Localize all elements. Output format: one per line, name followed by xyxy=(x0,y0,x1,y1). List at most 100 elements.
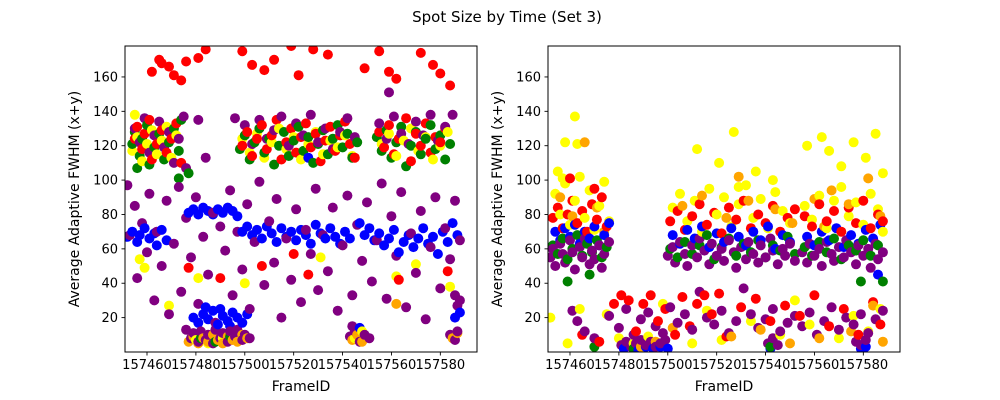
data-point-purple xyxy=(264,216,275,227)
data-point-blue xyxy=(242,221,253,232)
data-point-blue xyxy=(344,233,355,244)
data-point-purple xyxy=(200,152,211,163)
data-point-red xyxy=(731,214,742,225)
data-point-yellow xyxy=(836,161,847,172)
data-point-purple xyxy=(242,199,253,210)
data-point-purple xyxy=(741,254,751,265)
data-point-purple xyxy=(452,326,463,337)
data-point-purple xyxy=(347,290,358,301)
data-point-red xyxy=(242,127,253,137)
data-point-purple xyxy=(173,182,184,192)
data-point-green xyxy=(584,269,595,280)
data-point-red xyxy=(256,120,267,131)
data-point-red xyxy=(256,261,267,271)
data-point-red xyxy=(181,56,192,67)
data-point-purple xyxy=(154,116,165,127)
y-axis-label: Average Adaptive FWHM (x+y) xyxy=(490,91,506,308)
data-point-purple xyxy=(381,293,392,304)
data-point-purple xyxy=(244,333,255,344)
data-point-purple xyxy=(604,237,615,247)
data-point-purple xyxy=(271,194,282,204)
data-point-blue xyxy=(276,223,287,234)
data-point-purple xyxy=(313,285,324,296)
data-point-purple xyxy=(687,324,698,335)
data-point-red xyxy=(391,73,402,84)
data-point-purple xyxy=(388,111,399,122)
y-tick-label: 140 xyxy=(93,105,118,120)
data-point-red xyxy=(200,46,211,55)
axes-frame xyxy=(547,45,901,353)
x-axis-label: FrameID xyxy=(272,379,331,395)
data-point-yellow xyxy=(569,195,580,206)
data-point-yellow xyxy=(719,192,729,203)
data-point-red xyxy=(308,46,319,55)
data-point-red xyxy=(765,316,776,327)
data-point-purple xyxy=(863,328,874,339)
data-point-purple xyxy=(161,195,172,206)
data-point-blue xyxy=(212,319,223,330)
data-point-purple xyxy=(579,326,590,337)
data-point-red xyxy=(176,75,187,86)
data-point-red xyxy=(616,290,627,301)
data-point-purple xyxy=(716,305,727,316)
data-point-yellow xyxy=(860,152,871,163)
data-point-yellow xyxy=(741,180,751,191)
data-point-yellow xyxy=(833,333,844,344)
data-point-red xyxy=(401,113,412,124)
data-point-red xyxy=(288,249,299,259)
y-axis-label: Average Adaptive FWHM (x+y) xyxy=(67,91,83,308)
data-point-purple xyxy=(215,221,226,232)
y-tick-label: 120 xyxy=(93,139,118,154)
data-point-green xyxy=(855,276,866,287)
data-point-yellow xyxy=(865,188,876,199)
data-point-red xyxy=(435,137,446,148)
data-point-red xyxy=(183,262,194,273)
data-point-blue xyxy=(271,237,282,247)
data-point-orange xyxy=(567,211,578,222)
data-point-purple xyxy=(430,192,441,203)
data-point-red xyxy=(259,65,270,76)
data-point-purple xyxy=(129,200,140,211)
data-point-green xyxy=(445,139,456,149)
y-tick-label: 40 xyxy=(101,277,118,292)
data-point-purple xyxy=(190,192,201,203)
data-point-purple xyxy=(440,223,451,234)
data-point-purple xyxy=(332,305,343,316)
x-tick-label: 157540 xyxy=(318,358,368,373)
data-point-red xyxy=(814,199,825,210)
x-axis-label: FrameID xyxy=(695,379,754,395)
data-point-purple xyxy=(550,261,561,271)
data-point-purple xyxy=(374,118,385,129)
data-point-purple xyxy=(577,252,588,263)
data-point-purple xyxy=(877,305,888,316)
data-point-blue xyxy=(662,343,673,352)
data-point-yellow xyxy=(821,223,832,234)
data-point-yellow xyxy=(870,128,881,139)
y-tick-label: 60 xyxy=(524,242,541,257)
x-tick-label: 157480 xyxy=(171,358,221,373)
data-point-yellow xyxy=(824,145,835,156)
data-point-blue xyxy=(325,223,336,234)
data-point-red xyxy=(384,66,394,77)
data-point-purple xyxy=(706,238,717,249)
data-point-red xyxy=(631,326,641,337)
data-point-purple xyxy=(731,262,742,273)
data-point-red xyxy=(596,192,607,203)
data-point-purple xyxy=(342,190,353,201)
data-point-blue xyxy=(667,230,678,241)
data-point-red xyxy=(865,223,876,234)
data-point-yellow xyxy=(802,140,813,151)
data-point-purple xyxy=(587,245,597,256)
data-point-purple xyxy=(366,276,377,287)
x-tick-label: 157560 xyxy=(367,358,417,373)
data-point-orange xyxy=(391,298,402,309)
data-point-red xyxy=(415,140,426,151)
data-point-red xyxy=(589,183,600,194)
data-point-orange xyxy=(863,173,874,184)
data-point-blue xyxy=(388,224,399,235)
y-tick-label: 80 xyxy=(524,208,541,223)
data-point-yellow xyxy=(755,194,766,204)
data-point-red xyxy=(144,114,155,125)
